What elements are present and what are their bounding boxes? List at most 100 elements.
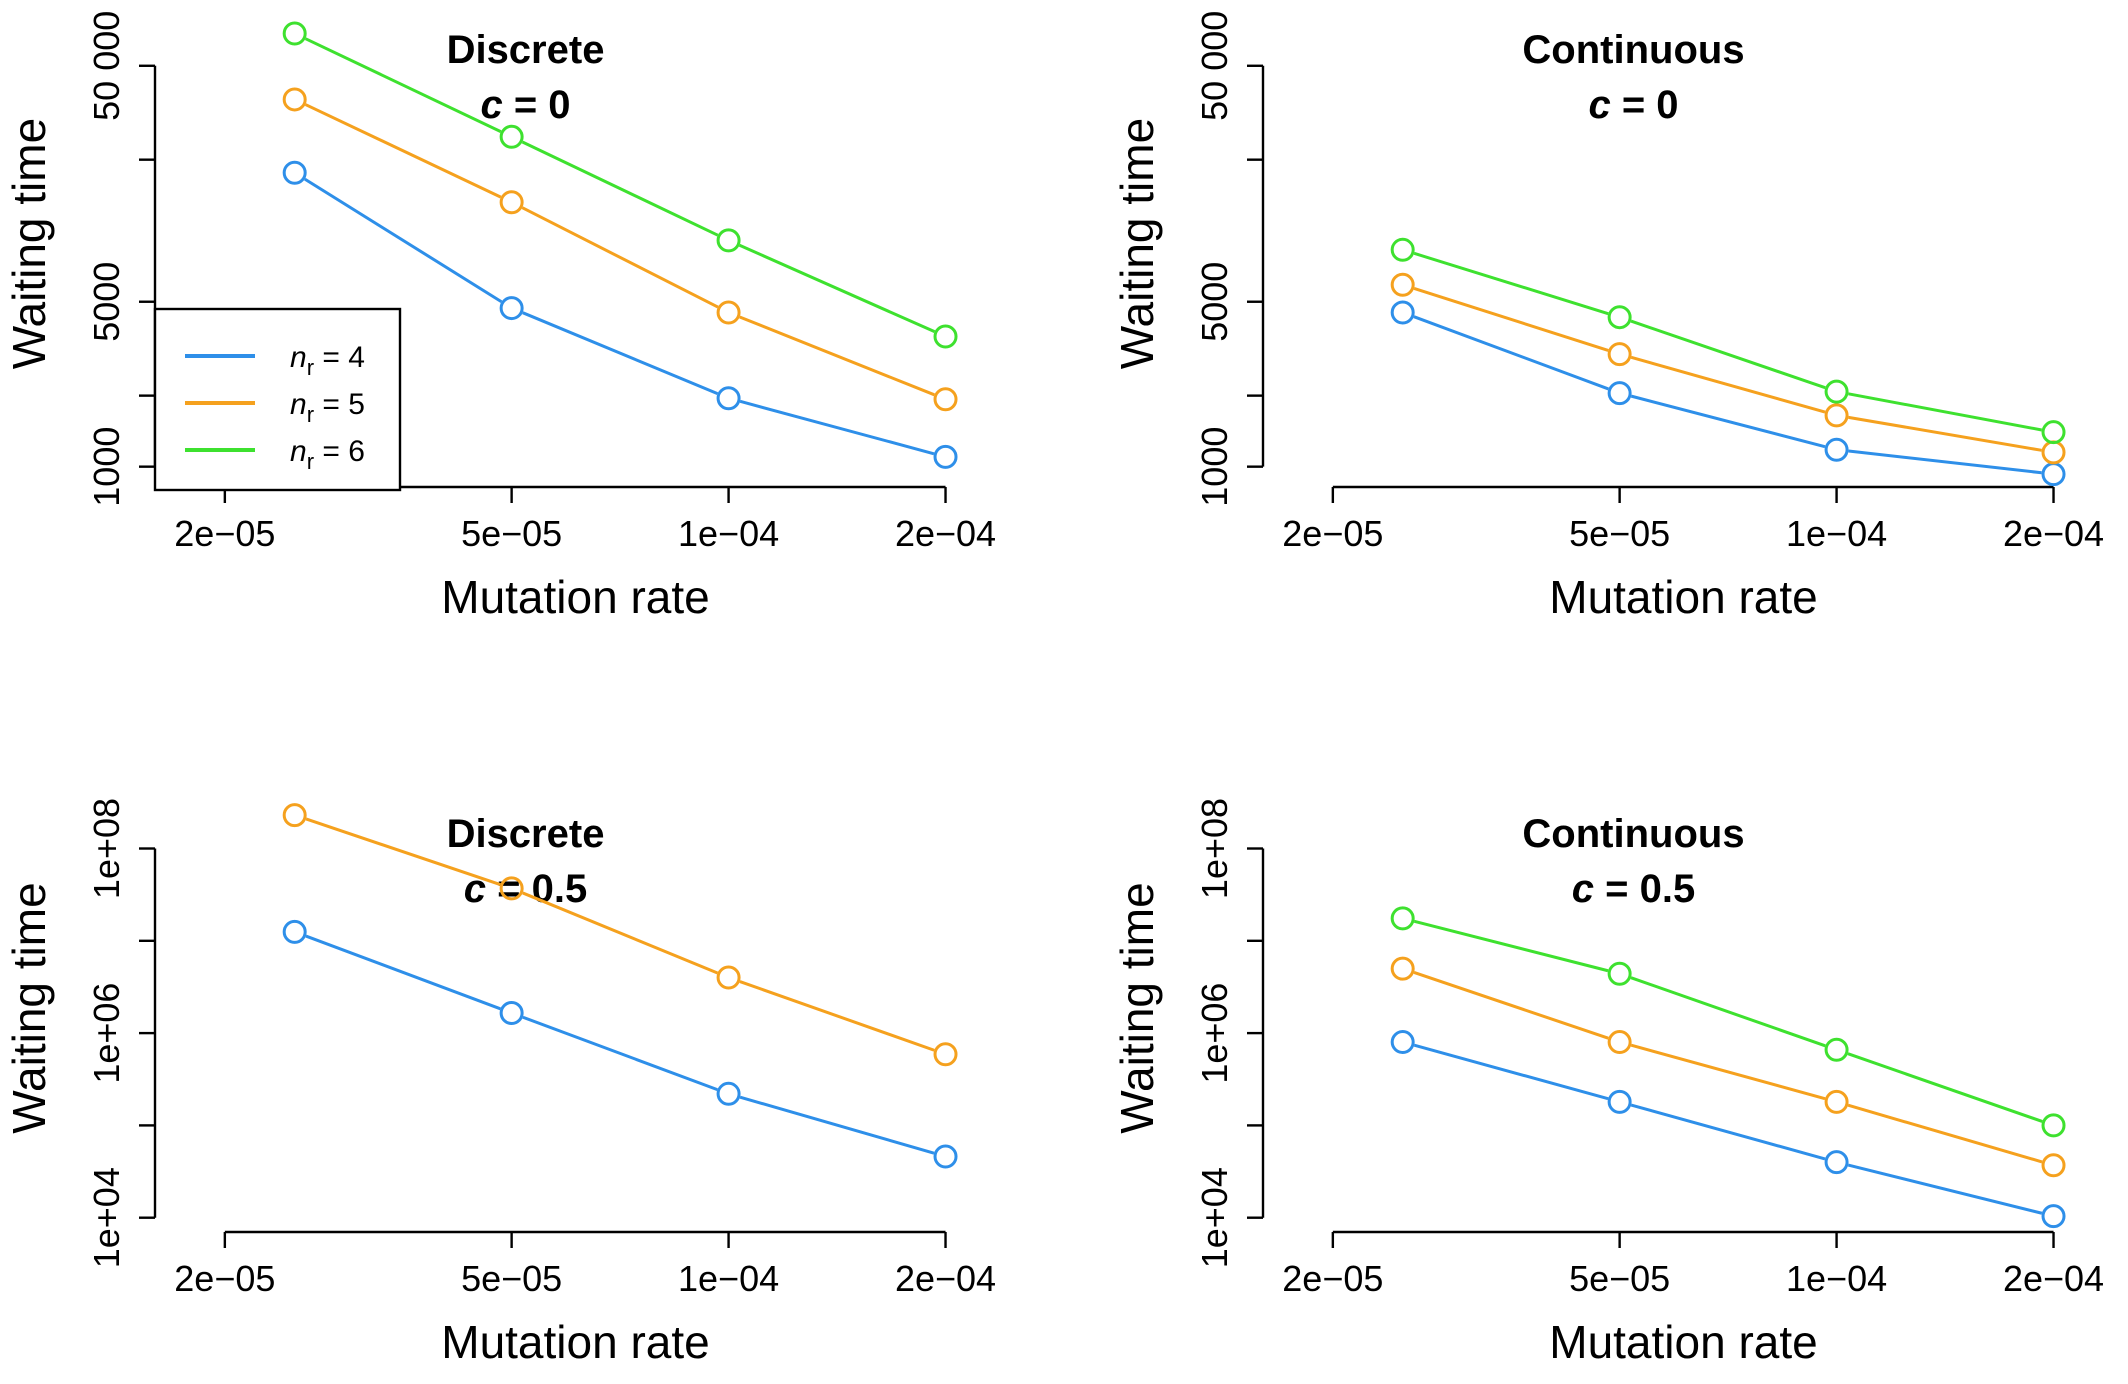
y-tick-label: 1000 (1194, 427, 1235, 507)
y-tick-label: 1e+08 (86, 798, 127, 899)
data-point (282, 87, 307, 112)
data-point (1390, 237, 1415, 262)
data-point (1607, 305, 1632, 330)
series-line-segment (1413, 971, 1609, 1040)
legend-label: nr = 6 (290, 435, 365, 474)
x-tick-label: 5e−05 (1569, 513, 1670, 554)
x-tick-label: 2e−05 (174, 513, 275, 554)
panel-title: Discrete (447, 812, 605, 856)
data-point (933, 324, 958, 349)
series-line-segment (739, 1095, 935, 1155)
legend-variable: n (290, 388, 307, 421)
data-point (933, 444, 958, 469)
series-line-segment (739, 980, 935, 1052)
legend-variable: n (290, 435, 307, 468)
y-axis-title: Waiting time (3, 118, 55, 369)
series-line-segment (1630, 1043, 1826, 1101)
data-point (1824, 1150, 1849, 1175)
chart-panel-3: 2e−05 5e−05 1e−04 2e−04 1e+04 1e+06 1e+08 Mutat… (3, 798, 996, 1368)
data-point (282, 803, 307, 828)
subtitle-variable: c (480, 83, 502, 127)
panel-title: Discrete (447, 28, 605, 72)
y-tick-label: 1e+04 (1194, 1167, 1235, 1268)
panel-title: Continuous (1522, 812, 1744, 856)
x-tick-label: 1e−04 (678, 1258, 779, 1299)
data-point (716, 228, 741, 253)
x-tick-label: 1e−04 (1786, 513, 1887, 554)
data-point (499, 190, 524, 215)
subtitle-value: = 0.5 (1594, 867, 1695, 911)
subtitle-value: = 0 (1611, 83, 1679, 127)
series-line-segment (304, 103, 502, 199)
series-line-segment (738, 243, 936, 334)
series-line-segment (1630, 319, 1826, 390)
y-tick-label: 50 000 (1194, 11, 1235, 121)
data-point (1824, 403, 1849, 428)
series-line-segment (1847, 1052, 2043, 1123)
x-tick-label: 5e−05 (461, 1258, 562, 1299)
data-point (716, 300, 741, 325)
data-point (1824, 1037, 1849, 1062)
series-line-segment (1848, 392, 2043, 432)
series-line-segment (739, 399, 935, 456)
series-line-segment (305, 817, 501, 886)
series-line-segment (1413, 1043, 1609, 1101)
legend-subscript: r (307, 449, 314, 474)
legend-value: = 4 (314, 341, 365, 374)
y-tick-label: 1000 (86, 427, 127, 507)
data-point (716, 965, 741, 990)
data-point (499, 124, 524, 149)
y-tick-label: 1e+08 (1194, 798, 1235, 899)
y-tick-label: 5000 (86, 262, 127, 342)
x-tick-label: 5e−05 (461, 513, 562, 554)
data-point (1824, 437, 1849, 462)
y-axis-title: Waiting time (1111, 118, 1163, 369)
data-point (499, 876, 524, 901)
x-axis-title: Mutation rate (441, 571, 709, 623)
data-point (282, 919, 307, 944)
legend-subscript: r (307, 355, 314, 380)
data-point (1824, 1089, 1849, 1114)
series-line-segment (1848, 449, 2042, 475)
x-axis-title: Mutation rate (1549, 571, 1817, 623)
x-tick-label: 5e−05 (1569, 1258, 1670, 1299)
x-tick-label: 2e−04 (2003, 1258, 2104, 1299)
legend-value: = 5 (314, 388, 365, 421)
legend-value: = 6 (314, 435, 365, 468)
data-point (282, 160, 307, 185)
y-axis-title: Waiting time (3, 882, 55, 1133)
data-point (716, 1081, 741, 1106)
data-point (933, 1042, 958, 1067)
x-tick-label: 2e−04 (895, 513, 996, 554)
data-point (1390, 906, 1415, 931)
data-point (2041, 1204, 2066, 1229)
panel-subtitle: c = 0 (480, 83, 570, 127)
series-line-segment (1413, 315, 1609, 391)
panel-subtitle: c = 0 (1588, 83, 1678, 127)
legend-label: nr = 5 (290, 388, 365, 427)
series-line-segment (1413, 286, 1609, 352)
data-point (1390, 1030, 1415, 1055)
data-point (2041, 440, 2066, 465)
y-tick-label: 50 000 (86, 11, 127, 121)
x-tick-label: 1e−04 (1786, 1258, 1887, 1299)
y-axis-title: Waiting time (1111, 882, 1163, 1133)
series-line-segment (305, 934, 501, 1011)
panel-subtitle: c = 0.5 (1572, 867, 1695, 911)
data-point (933, 1144, 958, 1169)
panel-subtitle: c = 0.5 (464, 867, 587, 911)
x-axis-title: Mutation rate (1549, 1316, 1817, 1368)
series-line-segment (1413, 919, 1609, 973)
series-line-segment (739, 315, 935, 397)
series-line-segment (521, 140, 719, 237)
x-tick-label: 2e−05 (1282, 513, 1383, 554)
data-point (1390, 272, 1415, 297)
series-line-segment (522, 1015, 718, 1092)
data-point (1824, 379, 1849, 404)
series-line-segment (1848, 415, 2042, 452)
x-tick-label: 1e−04 (678, 513, 779, 554)
series-line-segment (304, 37, 502, 134)
x-tick-label: 2e−05 (1282, 1258, 1383, 1299)
y-tick-label: 1e+04 (86, 1167, 127, 1268)
